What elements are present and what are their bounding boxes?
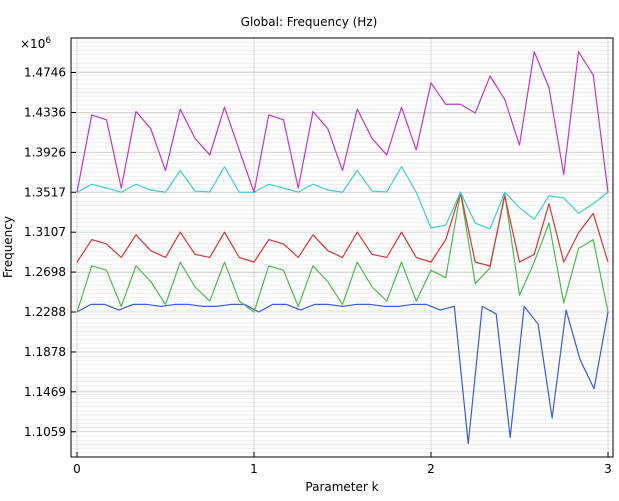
y-multiplier-base: ×10 xyxy=(20,37,45,51)
series-group xyxy=(76,51,609,445)
y-tick-label: 1.2288 xyxy=(24,305,66,319)
x-tick-label: 2 xyxy=(427,462,435,476)
series-line-5 xyxy=(76,51,609,193)
y-tick-label: 1.3517 xyxy=(24,185,66,199)
series-line-4 xyxy=(76,166,609,230)
y-tick-label: 1.3107 xyxy=(24,225,66,239)
y-multiplier: ×106 xyxy=(20,36,51,51)
chart-title: Global: Frequency (Hz) xyxy=(241,15,378,29)
grid xyxy=(71,37,613,458)
y-tick-label: 1.1059 xyxy=(24,425,66,439)
x-axis-label: Parameter k xyxy=(305,480,378,494)
ticks: 1.1059 1.1469 1.1878 1.2288 1.2698 1.3107 1.35… xyxy=(24,65,612,476)
y-tick-label: 1.1469 xyxy=(24,385,66,399)
y-axis-label: Frequency xyxy=(1,216,15,278)
y-tick-label: 1.4336 xyxy=(24,105,66,119)
series-line-1 xyxy=(76,303,609,445)
y-tick-label: 1.2698 xyxy=(24,265,66,279)
y-tick-label: 1.4746 xyxy=(24,65,66,79)
x-tick-label: 1 xyxy=(250,462,258,476)
plot-area-frame xyxy=(70,37,614,458)
series-line-2 xyxy=(76,191,609,313)
y-multiplier-exponent: 6 xyxy=(45,36,51,46)
series-line-3 xyxy=(76,191,609,267)
x-tick-label: 3 xyxy=(604,462,612,476)
y-tick-label: 1.1878 xyxy=(24,345,66,359)
y-tick-label: 1.3926 xyxy=(24,145,66,159)
x-tick-label: 0 xyxy=(73,462,81,476)
